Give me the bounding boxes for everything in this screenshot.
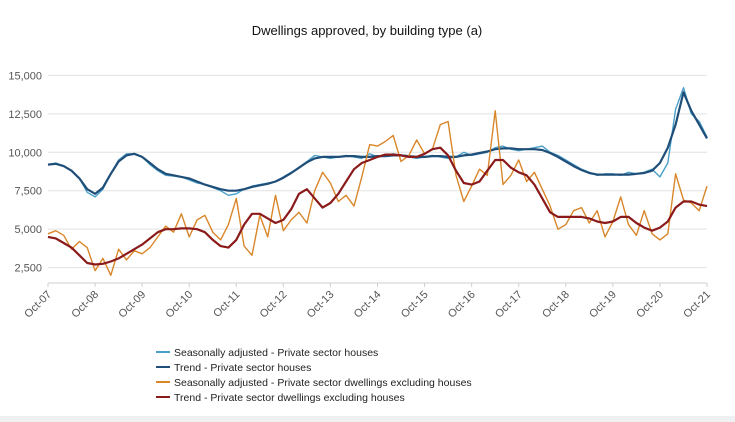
x-tick-label: Oct-15 (399, 289, 431, 321)
x-tick-label: Oct-08 (69, 289, 101, 321)
y-tick-label: 10,000 (8, 147, 42, 159)
bottom-divider (0, 416, 735, 422)
x-tick-label: Oct-12 (258, 289, 290, 321)
x-tick-label: Oct-13 (305, 289, 337, 321)
grid-lines (48, 74, 707, 269)
chart-title: Dwellings approved, by building type (a) (252, 23, 483, 38)
x-tick-label: Oct-14 (352, 289, 384, 321)
legend-entry: Seasonally adjusted - Private sector dwe… (174, 377, 472, 389)
legend-entry: Seasonally adjusted - Private sector hou… (174, 347, 378, 359)
series-lines (47, 86, 708, 276)
x-tick-label: Oct-17 (493, 289, 525, 321)
y-tick-label: 15,000 (8, 70, 42, 82)
x-tick-label: Oct-16 (446, 289, 478, 321)
axes: 2,500 5,000 7,500 10,000 12,500 15,000 Oct-07 O… (8, 70, 713, 320)
y-tick-label: 5,000 (14, 224, 42, 236)
legend: Seasonally adjusted - Private sector hou… (156, 347, 472, 404)
series-line-4 (47, 146, 708, 266)
y-tick-label: 2,500 (14, 263, 42, 275)
legend-entry: Trend - Private sector dwellings excludi… (174, 392, 405, 404)
x-tick-label: Oct-10 (164, 289, 196, 321)
x-tick-label: Oct-20 (634, 289, 666, 321)
x-tick-label: Oct-11 (211, 289, 242, 320)
series-line-1 (47, 86, 708, 198)
series-line-2 (47, 91, 708, 195)
y-tick-label: 7,500 (14, 186, 42, 198)
y-tick-label: 12,500 (8, 109, 42, 121)
x-tick-label: Oct-19 (587, 289, 619, 321)
x-tick-label: Oct-18 (540, 289, 572, 321)
x-tick-label: Oct-09 (116, 289, 148, 321)
legend-entry: Trend - Private sector houses (174, 362, 311, 374)
x-tick-label: Oct-21 (681, 289, 713, 321)
series-line-3 (47, 110, 708, 276)
x-tick-label: Oct-07 (22, 289, 54, 321)
